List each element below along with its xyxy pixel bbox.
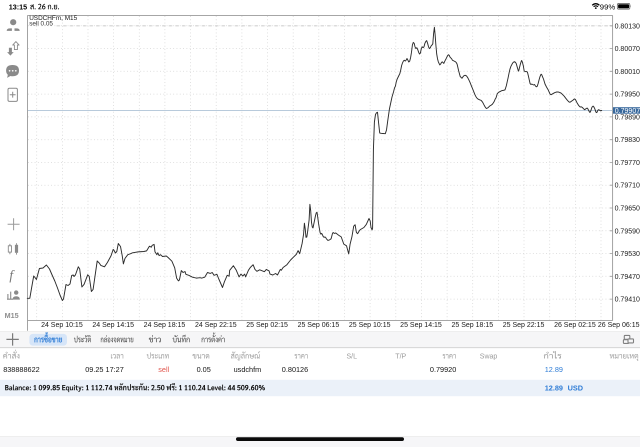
- svg-text:0.79530: 0.79530: [615, 251, 640, 258]
- svg-text:25 Sep 06:15: 25 Sep 06:15: [298, 322, 340, 329]
- svg-text:T/P: T/P: [395, 354, 406, 361]
- svg-text:0.80010: 0.80010: [615, 69, 640, 76]
- svg-text:0.79890: 0.79890: [615, 114, 640, 121]
- svg-text:26 Sep 06:15: 26 Sep 06:15: [598, 322, 640, 329]
- svg-text:sell 0.05: sell 0.05: [29, 21, 53, 28]
- svg-text:0.79920: 0.79920: [430, 365, 456, 374]
- svg-text:25 Sep 10:15: 25 Sep 10:15: [349, 322, 391, 329]
- svg-text:24 Sep 22:15: 24 Sep 22:15: [195, 322, 237, 329]
- svg-text:12.89: 12.89: [545, 383, 563, 392]
- svg-text:25 Sep 14:15: 25 Sep 14:15: [400, 322, 442, 329]
- svg-text:0.79830: 0.79830: [615, 137, 640, 144]
- svg-text:0.79770: 0.79770: [615, 160, 640, 167]
- svg-text:USD: USD: [568, 383, 583, 392]
- svg-text:usdchfm: usdchfm: [234, 365, 262, 374]
- svg-text:25 Sep 18:15: 25 Sep 18:15: [451, 322, 493, 329]
- svg-text:0.05: 0.05: [197, 365, 211, 374]
- svg-text:25 Sep 02:15: 25 Sep 02:15: [246, 322, 288, 329]
- svg-text:sell: sell: [158, 365, 169, 374]
- svg-text:Swap: Swap: [480, 354, 498, 361]
- svg-text:f: f: [9, 267, 15, 282]
- svg-text:M15: M15: [5, 311, 19, 320]
- svg-text:09.25 17:27: 09.25 17:27: [85, 365, 124, 374]
- svg-text:0.79907: 0.79907: [615, 108, 640, 115]
- svg-text:0.79710: 0.79710: [615, 183, 640, 190]
- svg-text:26 Sep 02:15: 26 Sep 02:15: [554, 322, 596, 329]
- svg-text:24 Sep 10:15: 24 Sep 10:15: [41, 322, 83, 329]
- svg-text:0.80126: 0.80126: [282, 365, 308, 374]
- svg-text:13:15: 13:15: [9, 2, 27, 11]
- svg-text:USDCHFm, M15: USDCHFm, M15: [29, 15, 77, 22]
- svg-text:25 Sep 22:15: 25 Sep 22:15: [503, 322, 545, 329]
- svg-text:0.79470: 0.79470: [615, 274, 640, 281]
- svg-text:838888622: 838888622: [3, 365, 40, 374]
- svg-text:0.79950: 0.79950: [615, 92, 640, 99]
- svg-text:24 Sep 14:15: 24 Sep 14:15: [92, 322, 134, 329]
- svg-text:0.80130: 0.80130: [615, 23, 640, 30]
- svg-text:0.79590: 0.79590: [615, 228, 640, 235]
- svg-text:0.79410: 0.79410: [615, 297, 640, 304]
- svg-text:24 Sep 18:15: 24 Sep 18:15: [144, 322, 186, 329]
- svg-text:S/L: S/L: [346, 354, 357, 361]
- svg-text:0.80070: 0.80070: [615, 46, 640, 53]
- svg-text:99%: 99%: [600, 2, 616, 11]
- svg-text:0.79650: 0.79650: [615, 206, 640, 213]
- svg-text:12.89: 12.89: [545, 365, 563, 374]
